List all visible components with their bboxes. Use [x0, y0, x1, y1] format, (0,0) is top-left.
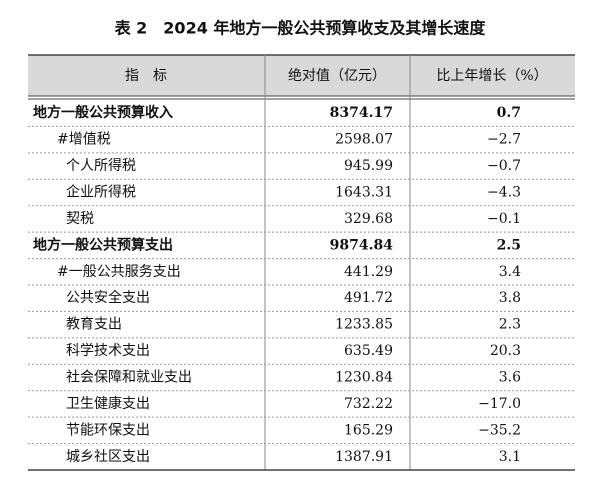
value-cell: 491.72: [344, 290, 393, 306]
value-cell: 732.22: [344, 396, 393, 412]
header-background: [28, 55, 575, 96]
growth-cell: −35.2: [478, 422, 521, 438]
growth-cell: 0.7: [497, 105, 521, 121]
value-cell: 635.49: [344, 343, 393, 359]
row-label: 节能环保支出: [66, 422, 150, 438]
row-label: 地方一般公共预算收入: [33, 104, 173, 121]
value-cell: 1230.84: [335, 370, 393, 386]
value-cell: 165.29: [344, 422, 393, 438]
header-cell: 绝对值（亿元）: [288, 68, 386, 84]
value-cell: 1387.91: [335, 449, 393, 465]
growth-cell: 3.6: [499, 370, 521, 386]
row-label: 教育支出: [66, 317, 122, 333]
value-cell: 441.29: [344, 264, 393, 280]
row-label: 城乡社区支出: [66, 449, 150, 465]
value-cell: 9874.84: [330, 237, 394, 253]
header-cell: 指 标: [125, 68, 167, 84]
growth-cell: 3.4: [499, 264, 521, 280]
growth-cell: 3.8: [499, 290, 521, 306]
growth-cell: −17.0: [478, 396, 521, 412]
header-cell: 比上年增长（%）: [436, 68, 547, 84]
value-cell: 1233.85: [335, 317, 393, 333]
row-label: 社会保障和就业支出: [66, 370, 192, 386]
row-label: 科学技术支出: [66, 343, 150, 359]
growth-cell: 3.1: [499, 449, 521, 465]
growth-cell: 2.5: [497, 237, 521, 253]
growth-cell: −4.3: [487, 185, 521, 201]
value-cell: 945.99: [344, 158, 393, 174]
value-cell: 2598.07: [335, 132, 393, 148]
row-label: 个人所得税: [66, 157, 136, 174]
row-label: 地方一般公共预算支出: [33, 236, 173, 253]
value-cell: 8374.17: [330, 105, 393, 121]
row-label: #一般公共服务支出: [57, 264, 181, 280]
growth-cell: 2.3: [499, 317, 521, 333]
row-label: 卫生健康支出: [66, 395, 150, 412]
row-label: 公共安全支出: [66, 289, 150, 306]
row-label: 企业所得税: [66, 184, 136, 201]
growth-cell: 20.3: [490, 343, 521, 359]
growth-cell: −2.7: [487, 132, 521, 148]
value-cell: 329.68: [344, 211, 393, 227]
value-cell: 1643.31: [335, 185, 393, 201]
growth-cell: −0.1: [487, 211, 521, 227]
growth-cell: −0.7: [487, 158, 521, 174]
row-label: 契税: [66, 211, 94, 227]
table-title: 表 2 2024 年地方一般公共预算收支及其增长速度: [114, 19, 487, 38]
row-label: #增值税: [57, 132, 111, 148]
